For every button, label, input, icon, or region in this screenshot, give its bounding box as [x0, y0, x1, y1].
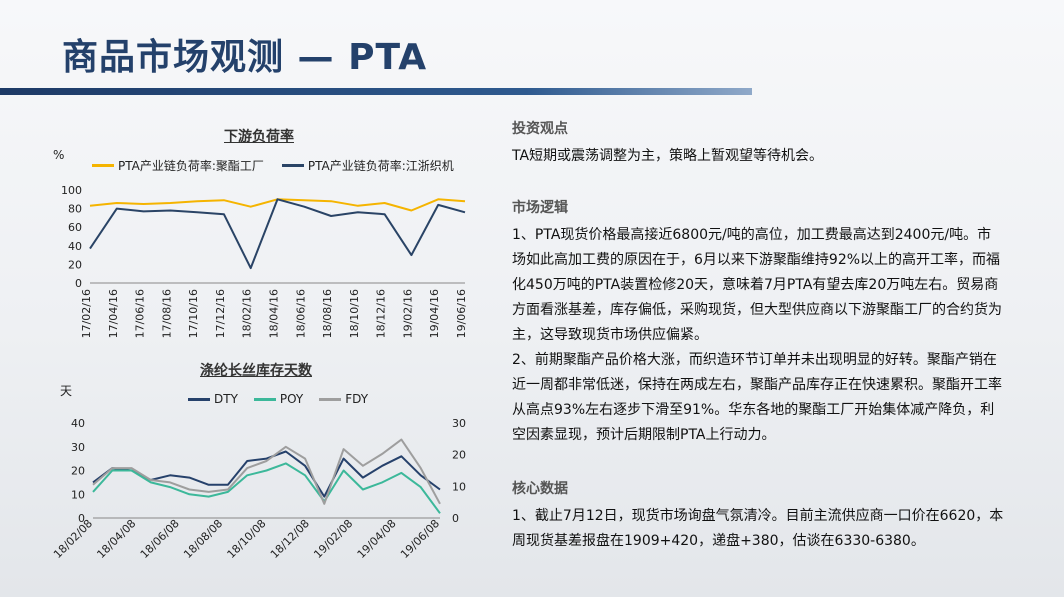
x-tick-label: 18/08/08: [181, 517, 225, 561]
legend-item-poy: POY: [253, 392, 304, 406]
section-heading-data: 核心数据: [512, 481, 568, 497]
load-chart-unit: %: [53, 148, 65, 162]
y-tick-label: 0: [78, 512, 85, 525]
y-tick-label: 60: [68, 221, 82, 234]
data-point-1: 1、截止7月12日，现货市场询盘气氛清冷。目前主流供应商一口价在6620，本周现…: [512, 508, 1004, 549]
series-line-fdy: [92, 438, 441, 505]
view-text: TA短期或震荡调整为主，策略上暂观望等待机会。: [512, 148, 824, 164]
y-tick-label: 20: [68, 258, 82, 271]
series-line-poy: [92, 462, 441, 514]
legend-swatch-fdy: [319, 397, 342, 401]
title-underline-bar: [0, 88, 752, 95]
y-tick-label: 40: [71, 417, 85, 430]
x-tick-label: 17/08/16: [160, 289, 173, 338]
x-tick-label: 18/04/16: [268, 289, 281, 338]
y2-tick-label: 10: [452, 480, 466, 493]
legend-swatch-poy: [253, 397, 276, 401]
series-line-pta: [89, 198, 466, 270]
x-tick-label: 18/10/16: [348, 289, 361, 338]
x-tick-label: 18/08/16: [321, 289, 334, 338]
y2-tick-label: 0: [452, 512, 459, 525]
page-title: 商品市场观测 — PTA: [62, 37, 428, 78]
x-tick-label: 17/10/16: [187, 289, 200, 338]
y-tick-label: 20: [71, 465, 85, 478]
legend-item-factory: PTA产业链负荷率:聚酯工厂: [92, 157, 264, 174]
legend-label-dty: DTY: [214, 392, 238, 406]
x-tick-label: 17/04/16: [107, 289, 120, 338]
y2-tick-label: 30: [452, 417, 466, 430]
y-tick-label: 100: [61, 184, 82, 197]
x-tick-label: 17/02/16: [80, 289, 93, 338]
section-heading-logic: 市场逻辑: [512, 200, 568, 216]
legend-swatch-factory: [92, 164, 114, 167]
y-tick-label: 0: [75, 277, 82, 290]
x-tick-label: 18/06/16: [294, 289, 307, 338]
inventory-chart-legend: DTY POY FDY: [188, 392, 368, 406]
legend-swatch-dty: [188, 397, 210, 401]
x-tick-label: 19/06/16: [455, 289, 468, 338]
x-tick-label: 18/12/16: [375, 289, 388, 338]
series-line-dty: [92, 450, 441, 498]
legend-item-dty: DTY: [188, 392, 238, 406]
legend-item-loom: PTA产业链负荷率:江浙织机: [281, 157, 454, 174]
legend-label-factory: PTA产业链负荷率:聚酯工厂: [118, 159, 264, 173]
legend-label-poy: POY: [279, 392, 304, 406]
legend-swatch-loom: [281, 164, 304, 167]
load-rate-chart: 0 20 40 60 80 100 17/02/16 17/04/16 17/06/16 17/0…: [61, 184, 468, 338]
load-chart-legend: PTA产业链负荷率:聚酯工厂 PTA产业链负荷率:江浙织机: [92, 157, 454, 174]
y-tick-label: 10: [71, 488, 85, 501]
y-tick-label: 40: [68, 240, 82, 253]
load-chart-title: 下游负荷率: [224, 129, 294, 145]
x-tick-label: 19/02/16: [401, 289, 414, 338]
x-tick-label: 19/04/08: [355, 517, 399, 561]
y-tick-label: 80: [68, 203, 82, 216]
legend-label-loom: PTA产业链负荷率:江浙织机: [307, 159, 454, 173]
x-tick-label: 17/06/16: [134, 289, 147, 338]
legend-item-fdy: FDY: [319, 392, 368, 406]
x-tick-label: 19/04/16: [428, 289, 441, 338]
y-tick-label: 30: [71, 441, 85, 454]
legend-label-fdy: FDY: [345, 392, 369, 406]
x-tick-label: 19/06/08: [398, 517, 442, 561]
x-tick-label: 18/06/08: [138, 517, 182, 561]
x-tick-label: 18/10/08: [224, 517, 268, 561]
inventory-days-chart: 0 10 20 30 40 0 10 20 30 18/02/08 18/04/08 18/06/08…: [51, 417, 466, 561]
x-tick-label: 18/02/08: [51, 517, 95, 561]
x-tick-label: 18/02/16: [241, 289, 254, 338]
commentary-panel: 投资观点 TA短期或震荡调整为主，策略上暂观望等待机会。 市场逻辑 1、PTA现…: [512, 118, 1004, 554]
logic-point-2: 2、前期聚酯产品价格大涨，而织造环节订单并未出现明显的好转。聚酯产销在近一周都非…: [512, 352, 1002, 443]
x-tick-label: 19/02/08: [311, 517, 355, 561]
x-tick-label: 17/12/16: [214, 289, 227, 338]
inventory-chart-unit: 天: [60, 384, 73, 398]
y2-tick-label: 20: [452, 449, 466, 462]
logic-point-1: 1、PTA现货价格最高接近6800元/吨的高位，加工费最高达到2400元/吨。市…: [512, 227, 1002, 343]
x-tick-label: 18/04/08: [94, 517, 138, 561]
x-tick-label: 18/12/08: [268, 517, 312, 561]
section-heading-view: 投资观点: [512, 121, 568, 137]
inventory-chart-title: 涤纶长丝库存天数: [200, 363, 312, 379]
